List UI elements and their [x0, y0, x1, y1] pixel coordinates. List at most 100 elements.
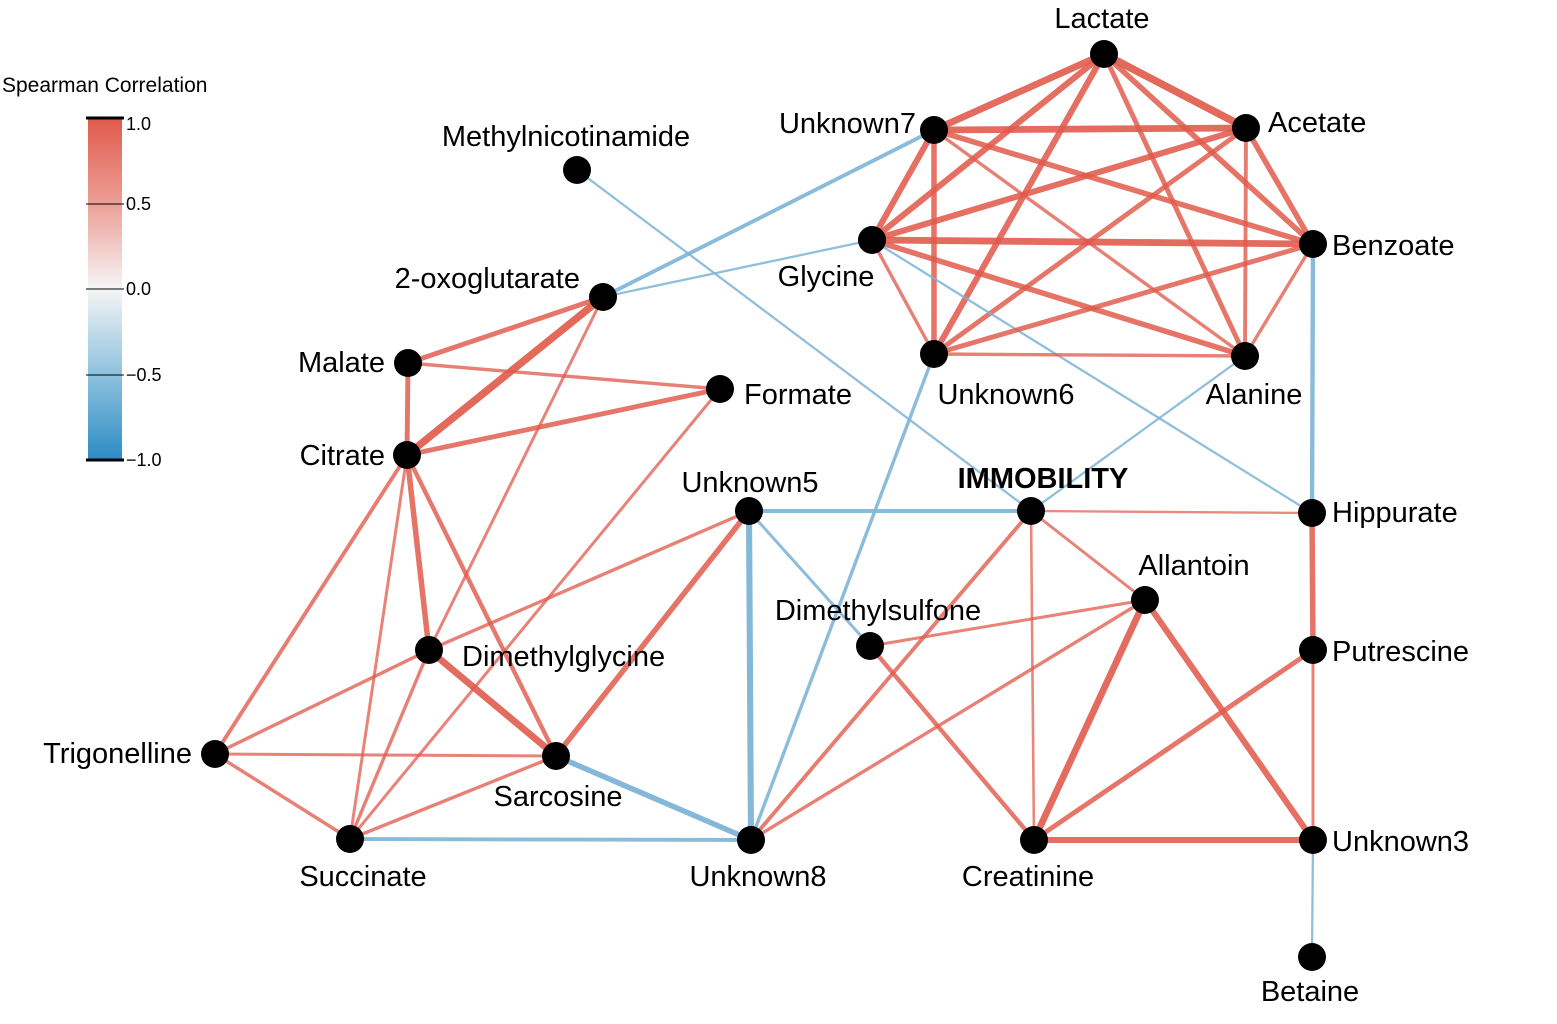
edge-trigonelline-sarcosine	[213, 752, 558, 758]
node-glycine[interactable]	[858, 226, 886, 254]
edge-lactate-unknown7	[930, 50, 1108, 134]
edge-unknown5-dimethylsulfone	[747, 509, 872, 648]
node-formate[interactable]	[706, 375, 734, 403]
edge-benzoate-hippurate	[1309, 241, 1316, 516]
edge-benzoate-alanine	[1243, 242, 1315, 358]
edge-malate-citrate	[404, 360, 411, 458]
legend-title: Spearman Correlation	[2, 74, 207, 97]
edge-glycine-oxoglutarate	[601, 238, 874, 299]
legend-tick-label: 0.5	[126, 194, 151, 214]
edge-alanine-immobility	[1029, 354, 1247, 513]
node-label-unknown3: Unknown3	[1332, 826, 1469, 858]
node-dimethylsulfone[interactable]	[856, 632, 884, 660]
node-label-betaine: Betaine	[1261, 976, 1359, 1008]
edge-allantoin-unknown8	[749, 598, 1147, 842]
node-sarcosine[interactable]	[542, 742, 570, 770]
edge-glycine-unknown6	[870, 238, 936, 356]
node-creatinine[interactable]	[1020, 826, 1048, 854]
node-trigonelline[interactable]	[201, 740, 229, 768]
edge-unknown7-benzoate	[931, 127, 1316, 247]
edge-unknown5-sarcosine	[553, 508, 752, 759]
node-unknown5[interactable]	[735, 497, 763, 525]
node-label-unknown6: Unknown6	[937, 379, 1074, 411]
node-label-unknown8: Unknown8	[689, 861, 826, 893]
node-label-acetate: Acetate	[1268, 107, 1366, 139]
edge-glycine-hippurate	[870, 238, 1314, 515]
edge-citrate-formate	[404, 386, 723, 458]
node-label-formate: Formate	[744, 379, 852, 411]
edge-oxoglutarate-malate	[405, 294, 606, 366]
color-legend: Spearman Correlation 1.0 0.5 0.0 −0.5 −1…	[2, 74, 207, 470]
node-unknown7[interactable]	[920, 116, 948, 144]
legend-tick-label: −0.5	[126, 365, 162, 385]
edge-sarcosine-succinate	[348, 754, 558, 841]
edge-acetate-glycine	[868, 124, 1250, 244]
node-acetate[interactable]	[1232, 114, 1260, 142]
edge-lactate-acetate	[1100, 50, 1250, 132]
edge-unknown6-alanine	[932, 352, 1247, 358]
edge-allantoin-dimethylsulfone	[868, 598, 1147, 648]
node-putrescine[interactable]	[1299, 636, 1327, 664]
edge-lactate-benzoate	[1101, 51, 1316, 247]
node-label-dimethylglycine: Dimethylglycine	[462, 641, 665, 673]
node-citrate[interactable]	[393, 441, 421, 469]
edge-oxoglutarate-citrate	[403, 293, 607, 459]
node-label-dimethylsulfone: Dimethylsulfone	[775, 595, 981, 627]
node-label-lactate: Lactate	[1054, 3, 1149, 35]
edge-sarcosine-unknown8	[553, 753, 754, 843]
edge-unknown7-acetate	[930, 124, 1250, 134]
node-label-methylnicotinamide: Methylnicotinamide	[442, 121, 690, 153]
edge-oxoglutarate-dimethylglycine	[427, 295, 605, 652]
legend-tick-label: 1.0	[126, 114, 151, 134]
edge-putrescine-creatinine	[1031, 647, 1316, 843]
node-unknown8[interactable]	[737, 826, 765, 854]
edge-formate-succinate	[348, 387, 722, 841]
node-betaine[interactable]	[1298, 943, 1326, 971]
node-label-unknown5: Unknown5	[681, 467, 818, 499]
node-unknown3[interactable]	[1299, 826, 1327, 854]
node-dimethylglycine[interactable]	[415, 636, 443, 664]
node-allantoin[interactable]	[1131, 586, 1159, 614]
node-hippurate[interactable]	[1298, 499, 1326, 527]
edge-immobility-allantoin	[1029, 509, 1147, 602]
node-label-putrescine: Putrescine	[1332, 636, 1469, 668]
edge-glycine-alanine	[869, 237, 1248, 359]
node-label-glycine: Glycine	[778, 261, 875, 293]
edge-allantoin-unknown3	[1141, 596, 1317, 844]
legend-tick-label: −1.0	[126, 450, 162, 470]
node-methylnicotinamide[interactable]	[563, 156, 591, 184]
node-label-hippurate: Hippurate	[1332, 497, 1458, 529]
edge-immobility-unknown8	[749, 509, 1033, 842]
node-label-creatinine: Creatinine	[962, 861, 1094, 893]
edge-immobility-creatinine	[1029, 509, 1036, 842]
edge-citrate-succinate	[348, 453, 409, 841]
node-label-unknown7: Unknown7	[779, 108, 916, 140]
edge-dimethylsulfone-creatinine	[867, 643, 1037, 843]
node-succinate[interactable]	[336, 825, 364, 853]
node-label-malate: Malate	[298, 347, 385, 379]
edge-layer	[213, 50, 1317, 959]
node-label-benzoate: Benzoate	[1332, 230, 1455, 262]
edge-acetate-benzoate	[1243, 125, 1316, 247]
edge-allantoin-creatinine	[1030, 596, 1149, 844]
node-label-oxoglutarate: 2-oxoglutarate	[395, 263, 580, 295]
node-benzoate[interactable]	[1299, 230, 1327, 258]
node-lactate[interactable]	[1090, 40, 1118, 68]
node-unknown6[interactable]	[920, 340, 948, 368]
edge-dimethylglycine-trigonelline	[213, 648, 431, 756]
node-oxoglutarate[interactable]	[589, 283, 617, 311]
edge-lactate-unknown6	[930, 50, 1108, 358]
node-malate[interactable]	[394, 349, 422, 377]
node-label-immobility: IMMOBILITY	[958, 463, 1129, 495]
edge-citrate-trigonelline	[213, 453, 409, 756]
edge-unknown7-glycine	[868, 126, 938, 244]
node-alanine[interactable]	[1231, 342, 1259, 370]
edge-trigonelline-succinate	[213, 752, 352, 841]
edge-methylnicotinamide-immobility	[575, 168, 1033, 513]
edge-dimethylglycine-succinate	[348, 648, 431, 841]
node-label-citrate: Citrate	[300, 440, 385, 472]
edge-unknown6-unknown8	[749, 352, 936, 842]
edge-unknown5-unknown8	[745, 507, 755, 844]
node-immobility[interactable]	[1017, 497, 1045, 525]
